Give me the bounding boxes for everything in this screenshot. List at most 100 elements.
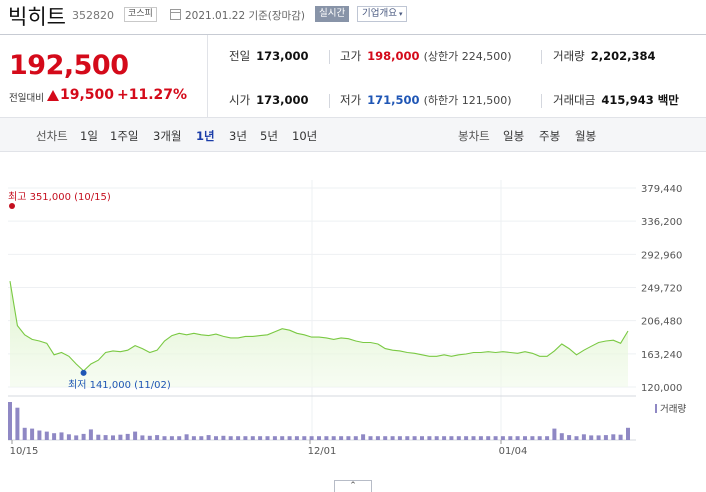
volume-bar bbox=[361, 434, 366, 440]
market-badge: 코스피 bbox=[124, 7, 157, 22]
volume-bar bbox=[59, 432, 64, 440]
candle-chart-label: 봉차트 bbox=[458, 129, 490, 143]
realtime-button[interactable]: 실시간 bbox=[315, 6, 350, 22]
volume-bar bbox=[250, 436, 255, 440]
volume-bar bbox=[449, 436, 454, 440]
volume-bar bbox=[434, 436, 439, 440]
change-label: 전일대비 bbox=[9, 93, 44, 104]
price-chart[interactable]: 379,440 336,200 292,960 249,720 206,480 163,2… bbox=[0, 152, 706, 492]
volume-bar bbox=[191, 436, 196, 440]
high-annotation: 최고 351,000 (10/15) bbox=[8, 191, 111, 203]
volume-bar bbox=[626, 427, 630, 440]
stat-amount: 거래대금 415,943 백만 bbox=[553, 92, 679, 108]
volume-bar bbox=[103, 435, 108, 440]
volume-bar bbox=[523, 436, 527, 440]
y-tick-label: 249,720 bbox=[641, 284, 682, 295]
volume-bar bbox=[464, 436, 469, 440]
tab-5y[interactable]: 5년 bbox=[260, 129, 278, 143]
volume-bar bbox=[368, 436, 373, 440]
calendar-icon bbox=[170, 9, 181, 20]
tab-3m[interactable]: 3개월 bbox=[153, 129, 182, 143]
chart-tab-bar: 선차트 1일 1주일 3개월 1년 3년 5년 10년 봉차트 일봉 주봉 월봉 bbox=[0, 118, 706, 152]
divider bbox=[541, 50, 542, 64]
price-summary: 192,500 전일대비 19,500 +11.27% 전일 173,000 고가… bbox=[0, 34, 706, 118]
divider bbox=[329, 94, 330, 108]
volume-bar bbox=[420, 436, 424, 440]
stat-value: 415,943 백만 bbox=[601, 93, 679, 107]
stat-label: 시가 bbox=[229, 93, 251, 107]
collapse-button[interactable]: ⌃ bbox=[334, 480, 372, 492]
volume-bar bbox=[493, 436, 498, 440]
volume-bar bbox=[206, 435, 211, 440]
volume-bar bbox=[581, 434, 586, 440]
tab-weekly-candle[interactable]: 주봉 bbox=[539, 129, 561, 143]
volume-bar bbox=[74, 435, 79, 440]
stat-low: 저가 171,500 (하한가 121,500) bbox=[340, 92, 512, 108]
volume-bar bbox=[405, 436, 410, 440]
stat-value: 198,000 bbox=[367, 49, 420, 63]
tab-1d[interactable]: 1일 bbox=[80, 129, 98, 143]
volume-bar bbox=[383, 436, 388, 440]
tab-1w[interactable]: 1주일 bbox=[110, 129, 139, 143]
stat-value: 171,500 bbox=[367, 93, 420, 107]
volume-bar bbox=[471, 436, 476, 440]
tab-monthly-candle[interactable]: 월봉 bbox=[575, 129, 597, 143]
stock-name[interactable]: 빅히트 bbox=[8, 5, 66, 29]
stat-value: 173,000 bbox=[256, 93, 309, 107]
tab-3y[interactable]: 3년 bbox=[229, 129, 247, 143]
volume-bar bbox=[611, 434, 616, 440]
price-line bbox=[9, 281, 629, 372]
volume-bar bbox=[8, 402, 12, 440]
volume-bar bbox=[456, 436, 461, 440]
stat-label: 고가 bbox=[340, 49, 362, 63]
stock-header: 빅히트 352820 코스피 2021.01.22 기준(장마감) 실시간 기업… bbox=[0, 0, 706, 32]
current-price: 192,500 bbox=[9, 50, 129, 81]
tab-1y[interactable]: 1년 bbox=[196, 129, 215, 143]
volume-bar bbox=[228, 436, 233, 440]
volume-bar bbox=[375, 436, 380, 440]
stat-value: 2,202,384 bbox=[590, 49, 656, 63]
volume-bar bbox=[258, 436, 263, 440]
y-tick-label: 292,960 bbox=[641, 250, 682, 261]
volume-bar bbox=[324, 436, 329, 440]
volume-bar bbox=[66, 434, 71, 440]
low-annotation: 최저 141,000 (11/02) bbox=[68, 379, 171, 391]
volume-bar bbox=[280, 436, 285, 440]
stat-label: 거래대금 bbox=[553, 93, 596, 107]
x-tick-label: 12/01 bbox=[308, 446, 337, 457]
volume-bar bbox=[37, 430, 42, 440]
volume-bar bbox=[390, 436, 395, 440]
volume-bar bbox=[537, 436, 542, 440]
company-overview-label: 기업개요 bbox=[362, 8, 397, 19]
volume-bar bbox=[508, 436, 513, 440]
volume-bar bbox=[265, 436, 270, 440]
volume-bar bbox=[486, 436, 491, 440]
volume-bar bbox=[500, 436, 505, 440]
volume-bar bbox=[118, 434, 123, 440]
x-tick-label: 10/15 bbox=[10, 446, 39, 457]
volume-bar bbox=[15, 407, 20, 440]
volume-bar bbox=[44, 431, 49, 440]
tab-daily-candle[interactable]: 일봉 bbox=[503, 129, 525, 143]
volume-bar bbox=[177, 436, 182, 440]
stat-open: 시가 173,000 bbox=[229, 92, 309, 108]
price-area bbox=[10, 281, 628, 387]
volume-bar bbox=[603, 435, 608, 440]
volume-bar bbox=[574, 436, 579, 440]
volume-bar bbox=[427, 436, 432, 440]
tab-10y[interactable]: 10년 bbox=[292, 129, 318, 143]
arrow-up-icon bbox=[47, 90, 59, 101]
volume-bar bbox=[52, 433, 57, 440]
volume-bar bbox=[397, 436, 402, 440]
volume-bar bbox=[331, 436, 336, 440]
stock-code: 352820 bbox=[72, 9, 114, 22]
high-marker bbox=[9, 203, 15, 209]
stat-label: 거래량 bbox=[553, 49, 585, 63]
divider bbox=[541, 94, 542, 108]
volume-bar bbox=[22, 427, 27, 440]
volume-bar bbox=[184, 434, 189, 440]
company-overview-button[interactable]: 기업개요 ▾ bbox=[357, 6, 408, 22]
volume-bar bbox=[567, 435, 572, 440]
volume-bar bbox=[346, 436, 351, 440]
stat-label: 전일 bbox=[229, 49, 251, 63]
